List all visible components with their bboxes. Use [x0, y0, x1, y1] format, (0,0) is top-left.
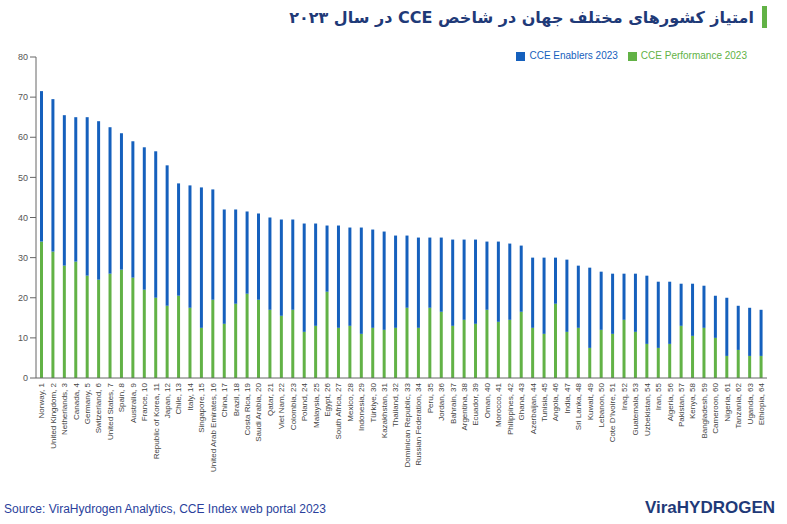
svg-text:Guatemala, 53: Guatemala, 53 [631, 382, 640, 435]
html-text:CCE Enablers 2023: CCE Enablers 2023 [529, 50, 618, 61]
svg-text:Russian Federation, 34: Russian Federation, 34 [414, 382, 423, 465]
svg-text:Netherlands, 3: Netherlands, 3 [60, 382, 69, 435]
svg-text:Bahrain, 37: Bahrain, 37 [449, 382, 458, 423]
svg-text:Kuwait, 49: Kuwait, 49 [586, 382, 595, 420]
svg-text:40: 40 [18, 213, 28, 223]
svg-text:Algeria, 56: Algeria, 56 [666, 382, 675, 421]
svg-text:Viet Nam, 22: Viet Nam, 22 [277, 382, 286, 429]
svg-text:80: 80 [18, 52, 28, 62]
svg-text:Germany, 5: Germany, 5 [83, 382, 92, 424]
html-text:امتیاز کشورهای مختلف جهان در ش: امتیاز کشورهای مختلف جهان در شاخص CCE در… [289, 7, 754, 27]
svg-text:Norway, 1: Norway, 1 [37, 382, 46, 418]
svg-text:Cote D'Ivoire, 51: Cote D'Ivoire, 51 [608, 382, 617, 442]
svg-text:Canada, 4: Canada, 4 [72, 382, 81, 419]
svg-text:Uzbekistan, 54: Uzbekistan, 54 [643, 382, 652, 435]
svg-text:United Kingdom, 2: United Kingdom, 2 [49, 382, 58, 448]
svg-text:China, 17: China, 17 [220, 382, 229, 417]
svg-text:Tunisia, 45: Tunisia, 45 [540, 382, 549, 421]
svg-text:Ecuador, 39: Ecuador, 39 [471, 382, 480, 425]
svg-text:Peru, 35: Peru, 35 [426, 382, 435, 413]
svg-text:Brazil, 18: Brazil, 18 [232, 382, 241, 416]
svg-text:Morocco, 41: Morocco, 41 [494, 382, 503, 427]
svg-text:Kenya, 58: Kenya, 58 [688, 382, 697, 419]
svg-text:France, 10: France, 10 [140, 382, 149, 421]
svg-text:Nigeria, 61: Nigeria, 61 [723, 382, 732, 421]
svg-text:Argentina, 38: Argentina, 38 [460, 382, 469, 430]
svg-text:Ghana, 43: Ghana, 43 [517, 382, 526, 420]
svg-text:30: 30 [18, 253, 28, 263]
svg-text:Azerbaijan, 44: Azerbaijan, 44 [529, 382, 538, 434]
svg-text:Indonesia, 29: Indonesia, 29 [357, 382, 366, 431]
svg-text:Mexico, 28: Mexico, 28 [346, 382, 355, 421]
svg-text:Türkiye, 30: Türkiye, 30 [369, 382, 378, 422]
svg-text:Costa Rica, 19: Costa Rica, 19 [243, 382, 252, 435]
svg-text:United States, 7: United States, 7 [106, 382, 115, 439]
svg-text:Angola, 46: Angola, 46 [551, 382, 560, 421]
svg-text:Egypt, 26: Egypt, 26 [323, 382, 332, 416]
svg-text:South Africa, 27: South Africa, 27 [334, 382, 343, 439]
svg-text:Pakistan, 57: Pakistan, 57 [677, 382, 686, 427]
svg-text:Uganda, 63: Uganda, 63 [746, 382, 755, 424]
svg-text:Ethiopia, 64: Ethiopia, 64 [757, 382, 766, 425]
svg-text:Colombia, 23: Colombia, 23 [289, 382, 298, 430]
svg-text:Oman, 40: Oman, 40 [483, 382, 492, 418]
svg-text:Spain, 8: Spain, 8 [117, 382, 126, 412]
svg-text:Japan, 12: Japan, 12 [163, 382, 172, 418]
svg-text:Kazakhstan, 31: Kazakhstan, 31 [380, 382, 389, 438]
svg-text:Chile, 13: Chile, 13 [174, 382, 183, 414]
svg-text:Philippines, 42: Philippines, 42 [506, 382, 515, 435]
html-text:Source: ViraHydrogen Analytics: Source: ViraHydrogen Analytics, CCE Inde… [4, 502, 326, 516]
svg-text:20: 20 [18, 293, 28, 303]
svg-text:Switzerland, 6: Switzerland, 6 [95, 382, 104, 433]
html-text:CCE Performance 2023: CCE Performance 2023 [640, 50, 747, 61]
svg-text:Saudi Arabia, 20: Saudi Arabia, 20 [254, 382, 263, 441]
svg-text:Qatar, 21: Qatar, 21 [266, 382, 275, 415]
svg-text:India, 47: India, 47 [563, 382, 572, 413]
svg-text:Singapore, 15: Singapore, 15 [197, 382, 206, 432]
svg-text:Republic of Korea, 11: Republic of Korea, 11 [152, 382, 161, 459]
svg-text:60: 60 [18, 132, 28, 142]
svg-text:Iraq, 52: Iraq, 52 [620, 382, 629, 410]
svg-text:Italy, 14: Italy, 14 [186, 382, 195, 410]
svg-text:Jordan, 36: Jordan, 36 [437, 382, 446, 420]
svg-text:Australia, 9: Australia, 9 [129, 382, 138, 423]
svg-text:50: 50 [18, 173, 28, 183]
svg-text:Tanzania, 62: Tanzania, 62 [734, 382, 743, 428]
svg-text:United Arab Emirates, 16: United Arab Emirates, 16 [209, 382, 218, 471]
svg-text:Sri Lanka, 48: Sri Lanka, 48 [574, 382, 583, 430]
svg-text:0: 0 [23, 373, 28, 383]
svg-text:10: 10 [18, 333, 28, 343]
svg-text:Poland, 24: Poland, 24 [300, 382, 309, 421]
svg-text:70: 70 [18, 92, 28, 102]
svg-text:Malaysia, 25: Malaysia, 25 [312, 382, 321, 427]
svg-text:Dominican Republic, 33: Dominican Republic, 33 [403, 382, 412, 467]
html-text:ViraHYDROGEN: ViraHYDROGEN [644, 498, 775, 517]
svg-text:Bangladesh, 59: Bangladesh, 59 [700, 382, 709, 438]
svg-text:Cameroon, 60: Cameroon, 60 [711, 382, 720, 433]
svg-text:Iran, 55: Iran, 55 [654, 382, 663, 410]
svg-text:Lebanon, 50: Lebanon, 50 [597, 382, 606, 427]
svg-text:Thailand, 32: Thailand, 32 [391, 382, 400, 427]
